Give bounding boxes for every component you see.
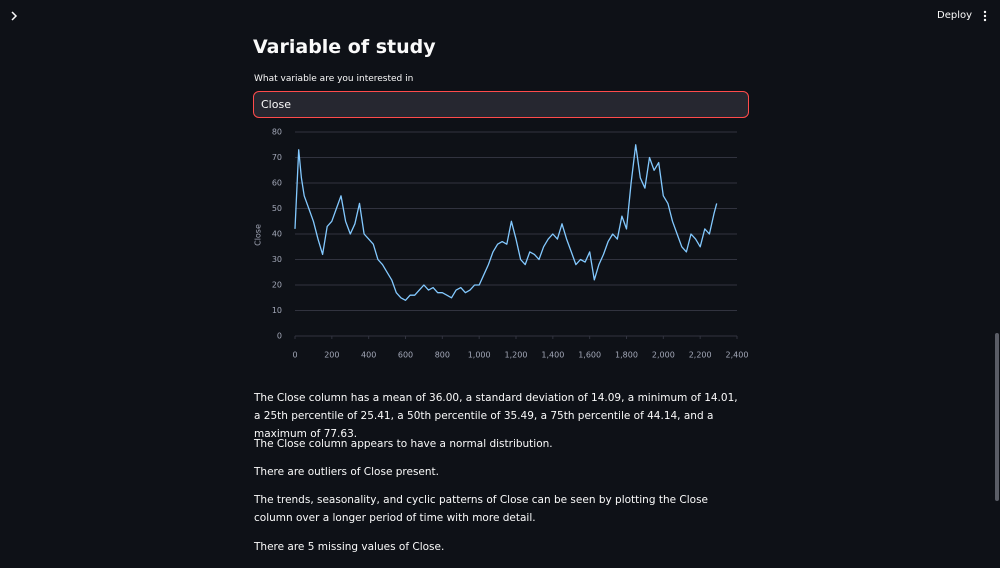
y-tick-label: 60 bbox=[272, 179, 282, 188]
x-tick-label: 200 bbox=[324, 351, 339, 360]
y-tick-label: 80 bbox=[272, 128, 282, 137]
paragraph: There are 5 missing values of Close. bbox=[254, 541, 445, 553]
data-line bbox=[294, 144, 718, 301]
x-tick-label: 2,200 bbox=[689, 351, 712, 360]
paragraph: The Close column appears to have a norma… bbox=[254, 438, 553, 450]
y-tick-label: 40 bbox=[272, 230, 282, 239]
sidebar-toggle[interactable] bbox=[8, 9, 22, 23]
x-tick-label: 400 bbox=[361, 351, 376, 360]
paragraph: The Close column has a mean of 36.00, a … bbox=[254, 392, 738, 440]
y-tick-label: 10 bbox=[272, 306, 282, 315]
x-tick-label: 1,200 bbox=[505, 351, 528, 360]
y-axis-label: Close bbox=[254, 224, 263, 246]
y-tick-label: 70 bbox=[272, 153, 282, 162]
y-tick-label: 30 bbox=[272, 255, 282, 264]
paragraph: There are outliers of Close present. bbox=[254, 466, 439, 478]
x-tick-label: 1,400 bbox=[541, 351, 564, 360]
y-tick-label: 0 bbox=[277, 332, 282, 341]
x-tick-label: 2,400 bbox=[726, 351, 748, 360]
x-tick-label: 800 bbox=[435, 351, 450, 360]
deploy-button[interactable]: Deploy bbox=[937, 10, 973, 21]
menu-button[interactable] bbox=[980, 9, 990, 23]
x-tick-label: 1,600 bbox=[578, 351, 601, 360]
y-tick-label: 20 bbox=[272, 281, 282, 290]
input-label: What variable are you interested in bbox=[254, 74, 414, 84]
x-tick-label: 0 bbox=[292, 351, 297, 360]
x-tick-label: 600 bbox=[398, 351, 413, 360]
x-tick-label: 2,000 bbox=[652, 351, 675, 360]
title: Variable of study bbox=[253, 36, 436, 58]
text-input[interactable]: Close bbox=[253, 91, 749, 118]
y-tick-label: 50 bbox=[272, 204, 282, 213]
paragraph: The trends, seasonality, and cyclic patt… bbox=[254, 494, 709, 524]
scrollbar bbox=[995, 333, 999, 501]
x-tick-label: 1,800 bbox=[615, 351, 638, 360]
x-tick-label: 1,000 bbox=[468, 351, 491, 360]
